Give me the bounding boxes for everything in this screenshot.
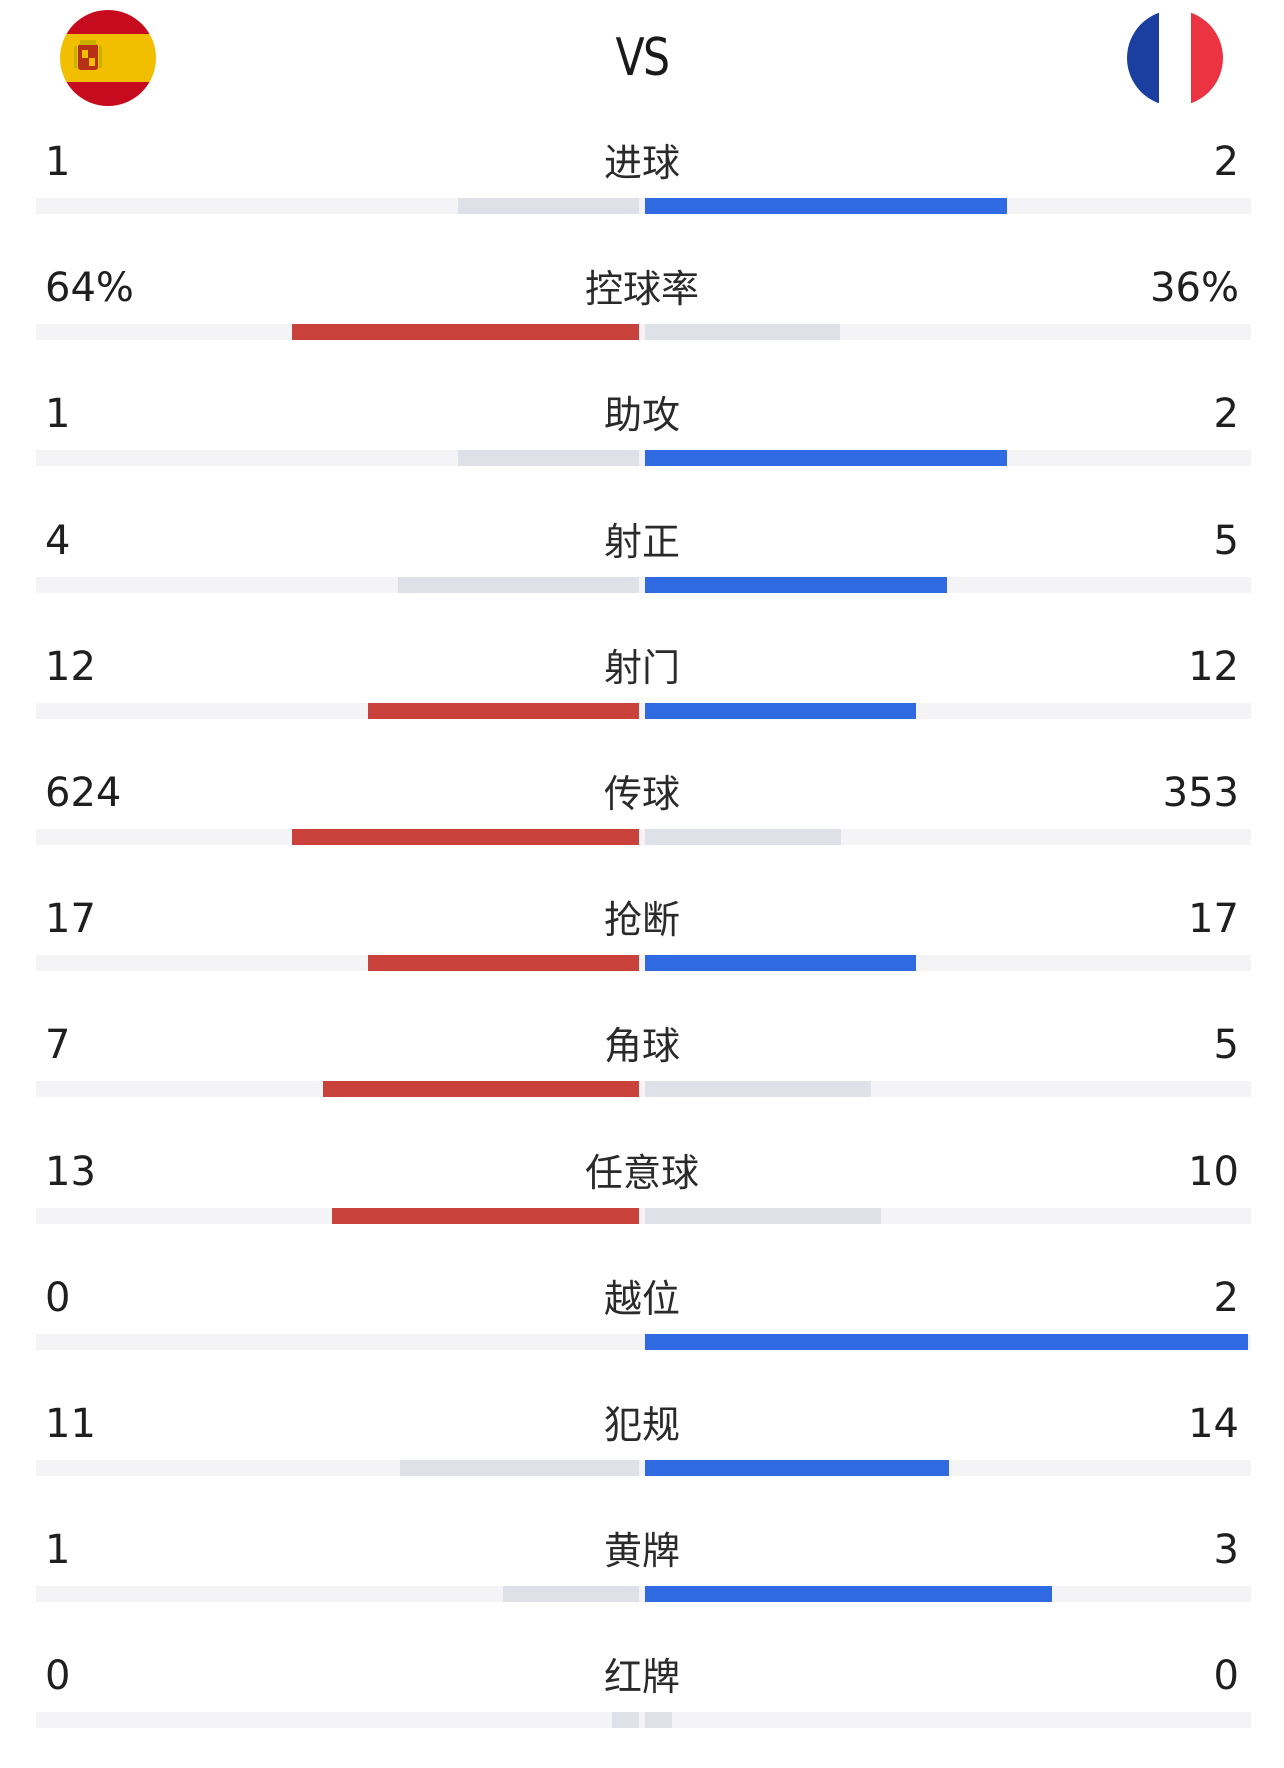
home-value: 4: [45, 517, 71, 564]
stat-track: [36, 1586, 1251, 1603]
stat-row: 13 任意球 10: [0, 1138, 1284, 1264]
home-value: 64%: [45, 265, 134, 312]
away-value: 3: [1213, 1527, 1239, 1574]
away-bar: [645, 1712, 672, 1729]
stat-row: 64% 控球率 36%: [0, 254, 1284, 380]
away-bar: [645, 702, 916, 719]
away-value: 2: [1213, 391, 1239, 438]
stat-row: 0 越位 2: [0, 1264, 1284, 1390]
away-bar: [645, 1460, 949, 1476]
stat-label: 黄牌: [603, 1529, 680, 1574]
stat-label: 传球: [603, 772, 680, 816]
home-bar: [400, 1460, 639, 1476]
stat-label: 助攻: [603, 393, 680, 438]
stat-row: 12 射门 12: [0, 633, 1284, 759]
home-value: 7: [45, 1022, 71, 1069]
stat-label: 射门: [603, 645, 680, 690]
stat-track: [36, 1460, 1251, 1476]
stat-label: 越位: [603, 1276, 680, 1321]
stat-track: [36, 450, 1251, 467]
home-bar: [368, 955, 639, 972]
home-bar: [503, 1586, 639, 1603]
home-bar: [332, 1207, 639, 1224]
home-value: 1: [45, 391, 71, 438]
stat-label: 犯规: [603, 1403, 680, 1447]
home-value: 0: [45, 1653, 71, 1700]
stat-track: [36, 1081, 1251, 1098]
home-bar: [458, 450, 639, 467]
home-bar: [323, 1081, 639, 1098]
stat-label: 进球: [603, 141, 680, 185]
stat-row: 0 红牌 0: [0, 1642, 1284, 1768]
away-bar: [645, 955, 916, 972]
stat-track: [36, 829, 1251, 845]
away-value: 5: [1213, 517, 1239, 564]
away-value: 14: [1188, 1401, 1239, 1447]
home-bar: [292, 829, 639, 845]
away-value: 12: [1188, 643, 1239, 690]
home-bar: [458, 198, 639, 214]
stat-track: [36, 702, 1251, 719]
home-value: 0: [45, 1274, 71, 1321]
home-value: 17: [45, 896, 96, 943]
france-flag-icon: [1127, 10, 1223, 106]
match-header: VS: [0, 0, 1284, 118]
home-value: 12: [45, 643, 96, 690]
stat-track: [36, 1207, 1251, 1224]
away-value: 10: [1188, 1148, 1239, 1195]
stat-label: 控球率: [584, 267, 699, 312]
stat-label: 射正: [603, 519, 680, 564]
stat-row: 7 角球 5: [0, 1011, 1284, 1137]
home-bar: [292, 324, 639, 341]
home-value: 11: [45, 1401, 96, 1447]
away-bar: [645, 576, 947, 593]
vs-label: VS: [615, 28, 671, 88]
stat-label: 任意球: [584, 1150, 699, 1195]
away-bar: [645, 829, 841, 845]
home-value: 1: [45, 139, 71, 185]
stat-track: [36, 1712, 1251, 1729]
stat-track: [36, 955, 1251, 972]
away-value: 17: [1188, 896, 1239, 943]
stat-row: 17 抢断 17: [0, 885, 1284, 1011]
home-value: 13: [45, 1148, 96, 1195]
away-value: 5: [1213, 1022, 1239, 1069]
home-bar: [398, 576, 639, 593]
away-bar: [645, 1207, 881, 1224]
stat-track: [36, 576, 1251, 593]
stat-row: 11 犯规 14: [0, 1390, 1284, 1516]
stat-label: 角球: [603, 1024, 680, 1069]
stat-label: 抢断: [603, 898, 680, 943]
away-value: 2: [1213, 139, 1239, 185]
away-bar: [645, 198, 1007, 214]
stat-row: 4 射正 5: [0, 507, 1284, 633]
stat-track: [36, 198, 1251, 214]
stat-label: 红牌: [603, 1655, 680, 1700]
away-bar: [645, 1081, 871, 1098]
away-bar: [645, 450, 1007, 467]
home-bar: [368, 702, 639, 719]
home-value: 1: [45, 1527, 71, 1574]
away-value: 0: [1213, 1653, 1239, 1700]
away-bar: [645, 1333, 1248, 1350]
home-bar: [612, 1712, 639, 1729]
away-value: 2: [1213, 1274, 1239, 1321]
home-value: 624: [45, 770, 122, 816]
stat-row: 1 黄牌 3: [0, 1516, 1284, 1642]
away-value: 353: [1162, 770, 1239, 816]
away-value: 36%: [1150, 265, 1239, 312]
away-bar: [645, 324, 840, 341]
away-bar: [645, 1586, 1052, 1603]
stat-row: 624 传球 353: [0, 759, 1284, 885]
stat-track: [36, 324, 1251, 341]
stat-row: 1 进球 2: [0, 128, 1284, 254]
stat-row: 1 助攻 2: [0, 380, 1284, 506]
